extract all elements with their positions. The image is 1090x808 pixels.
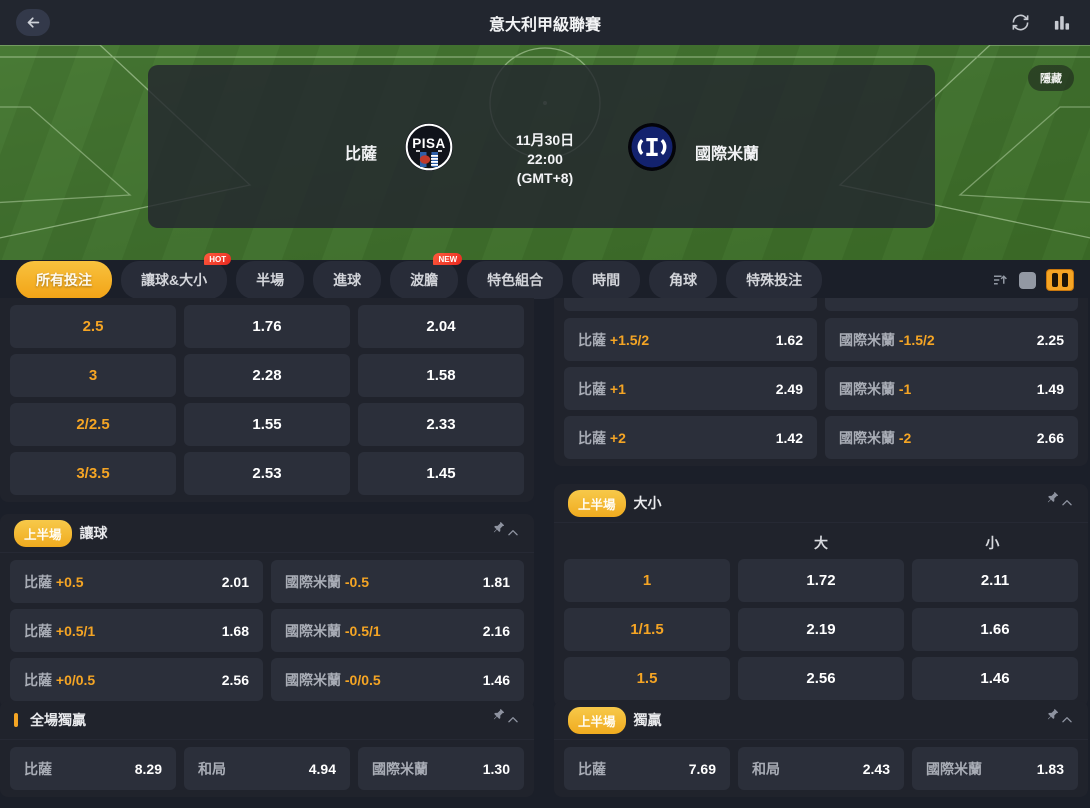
svg-text:PISA: PISA <box>412 136 446 151</box>
